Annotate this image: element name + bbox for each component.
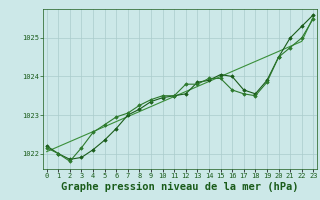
X-axis label: Graphe pression niveau de la mer (hPa): Graphe pression niveau de la mer (hPa) xyxy=(61,182,299,192)
